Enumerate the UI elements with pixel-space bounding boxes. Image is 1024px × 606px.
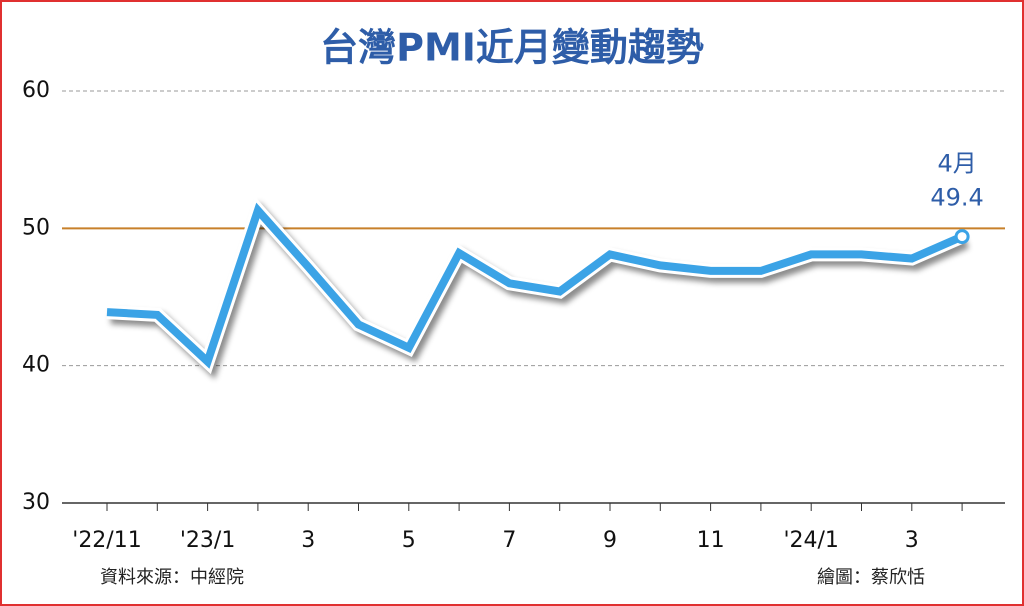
x-tick-label: 3 <box>301 528 315 553</box>
x-tick-label: 5 <box>402 528 416 553</box>
annotation: 4月 <box>937 150 976 178</box>
x-tick-label: '24/1 <box>783 528 838 553</box>
x-tick-label: 3 <box>905 528 919 553</box>
y-tick-label: 40 <box>22 353 50 378</box>
source: 資料來源：中經院 <box>100 567 244 588</box>
series-group <box>106 196 965 375</box>
x-tick-label: '22/11 <box>72 528 141 553</box>
end-marker <box>954 229 970 245</box>
y-tick-label: 30 <box>22 490 50 515</box>
data-label: 49.4 <box>930 184 983 212</box>
x-tick-label: 9 <box>603 528 617 553</box>
x-tick-label: '23/1 <box>180 528 235 553</box>
x-tick-label: 7 <box>502 528 516 553</box>
y-tick-label: 50 <box>22 215 50 240</box>
chart-title: 台灣PMI近月變動趨勢 <box>320 26 704 70</box>
y-tick-label: 60 <box>22 78 50 103</box>
credit: 繪圖：蔡欣恬 <box>817 567 925 588</box>
x-tick-label: 11 <box>697 528 725 553</box>
line <box>106 202 964 369</box>
